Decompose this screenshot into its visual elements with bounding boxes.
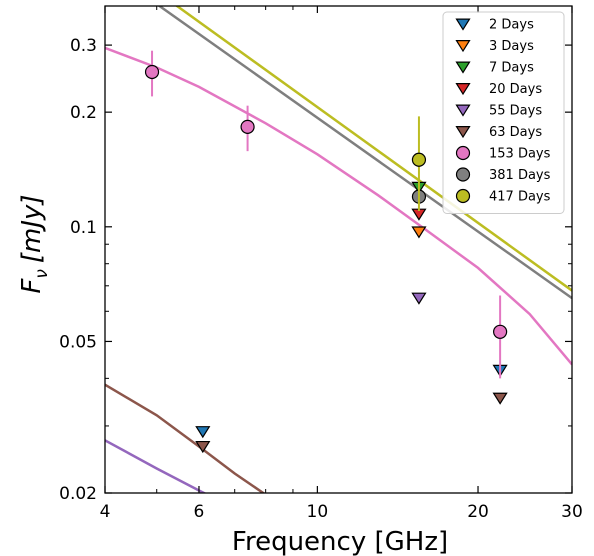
y-tick-label: 0.3	[70, 36, 97, 56]
legend-marker-153-days	[455, 145, 471, 161]
legend-label: 63 Days	[489, 125, 542, 140]
data-point-153-days	[493, 324, 508, 339]
legend-label: 7 Days	[489, 61, 534, 76]
legend-marker-55-days	[455, 104, 471, 117]
x-tick-label: 20	[467, 502, 489, 522]
y-tick-label: 0.1	[70, 218, 97, 238]
x-axis-label: Frequency [GHz]	[232, 527, 448, 556]
upper-limit-63-days	[195, 440, 211, 454]
data-point-153-days	[240, 119, 255, 134]
x-tick-label: 6	[194, 502, 205, 522]
plot-frame	[104, 5, 573, 494]
legend-marker-417-days	[455, 188, 471, 204]
x-tick-label: 30	[561, 502, 583, 522]
x-tick-label: 10	[307, 502, 329, 522]
legend-marker-3-days	[455, 40, 471, 53]
legend-marker-381-days	[455, 167, 471, 182]
data-points	[144, 50, 508, 454]
legend: 2 Days 3 Days 7 Days 20 Days 55 Days 63 Days 1…	[442, 11, 565, 214]
y-tick-label: 0.2	[70, 103, 97, 123]
y-axis-label: Fν[mJy]	[17, 194, 52, 293]
y-tick-label: 0.02	[59, 484, 97, 504]
upper-limit-63-days	[492, 392, 508, 405]
legend-marker-7-days	[455, 61, 471, 74]
x-tick-label: 4	[100, 502, 111, 522]
model-curve-55-days	[105, 439, 207, 493]
data-point-417-days	[411, 152, 427, 167]
legend-label: 2 Days	[489, 18, 534, 33]
legend-label: 381 Days	[489, 168, 551, 183]
legend-label: 20 Days	[489, 82, 542, 97]
legend-marker-2-days	[455, 18, 471, 31]
legend-box	[442, 11, 565, 214]
legend-label: 417 Days	[489, 190, 551, 205]
upper-limit-55-days	[411, 292, 427, 305]
x-axis: 4 6 10 20 30	[100, 6, 583, 522]
legend-label: 55 Days	[489, 104, 542, 119]
y-axis: 0.02 0.05 0.1 0.2 0.3	[59, 36, 572, 504]
model-curves	[105, 6, 572, 493]
y-tick-label: 0.05	[59, 332, 97, 352]
legend-label: 3 Days	[489, 39, 534, 54]
legend-marker-63-days	[455, 126, 471, 139]
legend-marker-20-days	[455, 83, 471, 96]
model-curve-417-days	[174, 6, 572, 292]
upper-limit-3-days	[411, 226, 427, 239]
upper-limit-2-days	[195, 426, 211, 439]
model-curve-153-days	[105, 46, 572, 366]
legend-label: 153 Days	[489, 147, 551, 162]
model-curve-381-days	[157, 6, 572, 300]
data-point-153-days	[144, 64, 160, 80]
model-curve-63-days	[105, 383, 266, 493]
